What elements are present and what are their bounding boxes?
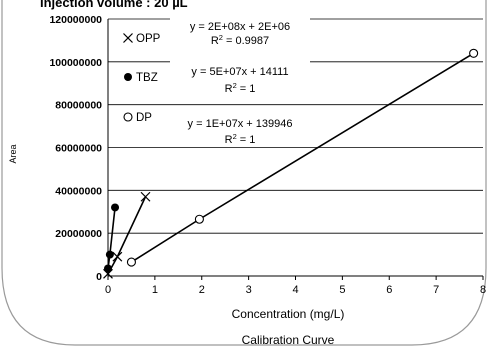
equation-box [170,60,310,96]
data-point-stroke [140,191,151,202]
legend-label: TBZ [136,72,158,84]
r-squared: R2 = 1 [225,81,256,95]
x-tick-labels: 0 1 2 3 4 5 6 7 8 [105,284,486,296]
chart-title: Injection volume : 20 µL [40,0,188,10]
y-tick-label: 100000000 [49,57,102,69]
r-squared-value: = 0.9987 [223,35,269,47]
data-point [105,250,114,259]
r-squared-symbol: R [225,83,233,95]
legend-label: DP [136,112,152,124]
chart-caption: Calibration Curve [242,333,335,347]
data-point [140,191,151,202]
x-tick-label: 0 [105,284,111,296]
data-point [111,203,120,212]
x-tick-label: 3 [246,284,252,296]
legend-marker-stroke [123,33,133,43]
data-point [112,251,123,262]
trendline-equation: y = 1E+07x + 139946 [188,118,293,130]
data-point-stroke [112,251,123,262]
equation-tbz: y = 5E+07x + 14111 R2 = 1 [170,60,310,96]
equation-box [170,16,310,48]
r-squared: R2 = 1 [225,132,256,146]
legend-item-tbz: TBZ [124,72,158,84]
y-tick-labels: 0 20000000 40000000 60000000 80000000 1000000… [49,14,102,283]
r-squared-symbol: R [225,134,233,146]
y-tick-label: 20000000 [55,228,102,240]
data-point [126,257,136,267]
legend-item-dp: DP [123,112,152,124]
data-point [469,48,479,58]
x-tick-label: 8 [480,284,486,296]
series-tbz [104,203,120,273]
y-tick-label: 0 [96,271,102,283]
y-tick-label: 120000000 [49,14,102,26]
y-tick-label: 40000000 [55,185,102,197]
series-layer [103,48,479,279]
x-tick-label: 2 [199,284,205,296]
x-tick-label: 6 [386,284,392,296]
equation-dp: y = 1E+07x + 139946 R2 = 1 [170,111,310,147]
data-point [194,214,204,224]
trendline-equation: y = 2E+08x + 2E+06 [190,21,290,33]
y-axis-label: Area [8,144,18,163]
x-tick-label: 1 [152,284,158,296]
r-squared: R2 = 0.9987 [211,33,269,47]
data-point [104,264,112,273]
legend-item-opp: OPP [123,33,161,45]
r-squared-superscript: 2 [233,81,237,90]
r-squared-value: = 1 [237,83,256,95]
y-tick-label: 80000000 [55,100,102,112]
legend-marker [123,33,133,43]
trendline-equation: y = 5E+07x + 14111 [191,66,288,78]
x-axis-label: Concentration (mg/L) [232,307,345,321]
legend-label: OPP [136,33,161,45]
legend-marker [124,73,132,81]
x-tick-label: 4 [292,284,298,296]
x-tick-label: 5 [339,284,345,296]
axes [107,19,484,280]
legend-marker [123,112,133,122]
r-squared-superscript: 2 [233,132,237,141]
x-tick-label: 7 [433,284,439,296]
equation-box [170,111,310,147]
series-dp [126,48,479,267]
legend: OPP TBZ DP [123,33,161,124]
r-squared-symbol: R [211,35,219,47]
r-squared-value: = 1 [237,134,256,146]
y-tick-label: 60000000 [55,143,102,155]
r-squared-superscript: 2 [219,33,223,42]
